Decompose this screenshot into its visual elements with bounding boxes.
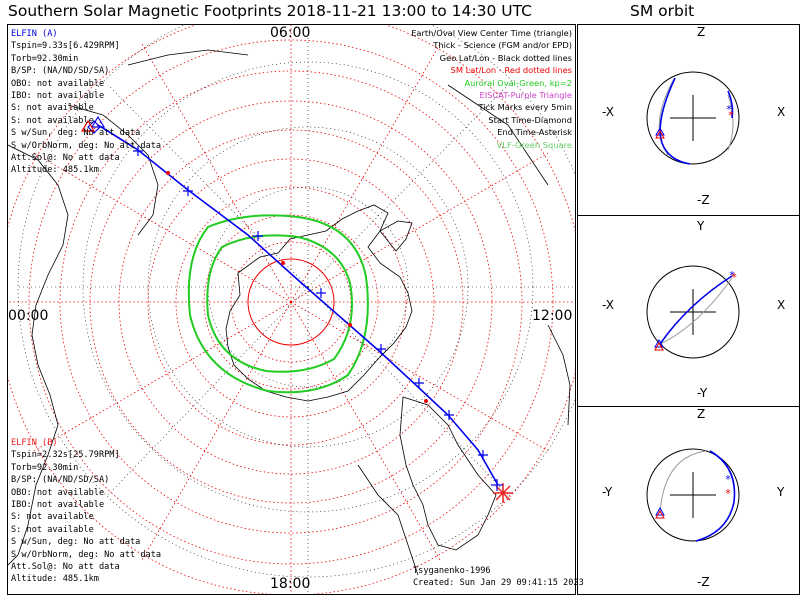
elfin-b-line: Altitude: 485.1km <box>11 574 99 585</box>
orbit-yz-bottom: -Z <box>697 575 710 589</box>
elfin-a-line: Torb=92.30min <box>11 53 79 64</box>
legend-item: SM Lat/Lon - Red dotted lines <box>450 65 572 76</box>
orbit-panel-yz: * * Z -Z -Y Y <box>577 406 800 595</box>
legend-item: VLF-Green Square <box>496 139 572 150</box>
elfin-a-line: S: not available <box>11 115 94 126</box>
elfin-a-line: Att.Sol@: No att data <box>11 153 120 164</box>
svg-text:*: * <box>731 271 737 284</box>
sm-grid-radials <box>8 25 575 594</box>
orbit-panel-xy: * * Y -Y -X X <box>577 215 800 407</box>
polar-map <box>8 25 575 594</box>
elfin-a-line: S w/OrbNorm, deg: No att data <box>11 140 162 151</box>
elfin-b-line: S: not available <box>11 524 94 535</box>
elfin-a-name: ELFIN (A) <box>11 29 58 39</box>
elfin-b-name: ELFIN (B) <box>11 438 58 448</box>
elfin-b-line: IBO: not available <box>11 500 105 511</box>
legend-item: Earth/Oval View Center Time (triangle) <box>411 28 572 38</box>
time-label-right: 12:00 <box>532 308 573 324</box>
polar-plot-frame: 06:00 00:00 12:00 18:00 ELFIN (A) Tspin=… <box>7 24 584 595</box>
elfin-a-track <box>97 124 499 486</box>
footer: Tsyganenko-1996 Created: Sun Jan 29 09:4… <box>413 565 584 590</box>
legend-item: Thick - Science (FGM and/or EPD) <box>433 40 572 51</box>
elfin-b-line: B/SP: (NA/ND/SD/SA) <box>11 475 110 486</box>
legend-item: Tick Marks every 5min <box>478 102 572 113</box>
orbit-yz-left: -Y <box>602 485 613 499</box>
orbit-title: SM orbit <box>630 2 695 20</box>
svg-text:*: * <box>729 269 735 282</box>
orbit-plot-xz: * * <box>646 71 740 165</box>
orbit-xz-bottom: -Z <box>697 193 710 207</box>
elfin-b-line: S w/Sun, deg: No att data <box>11 537 141 548</box>
end-asterisk-a <box>491 479 503 491</box>
orbit-xz-right: X <box>777 105 786 119</box>
auroral-ovals <box>187 214 369 394</box>
orbit-panel-xz: * * Z -Z -X X <box>577 24 800 216</box>
orbit-yz-top: Z <box>697 407 706 421</box>
elfin-b-line: Att.Sol@: No att data <box>11 562 120 573</box>
created-label: Created: Sun Jan 29 09:41:15 2023 <box>413 578 584 589</box>
legend: Earth/Oval View Center Time (triangle) T… <box>411 27 572 151</box>
svg-text:*: * <box>728 109 734 122</box>
elfin-b-info: ELFIN (B) Tspin=2.32s[25.79RPM] Torb=92.… <box>11 437 161 586</box>
elfin-a-line: Altitude: 485.1km <box>11 165 99 176</box>
elfin-b-line: Torb=92.30min <box>11 462 79 473</box>
orbit-xz-left: -X <box>602 105 614 119</box>
legend-item: Start Time-Diamond <box>488 114 572 125</box>
orbit-plot-xy: * * <box>646 265 740 359</box>
orbit-xy-right: X <box>777 298 786 312</box>
elfin-b-line: OBO: not available <box>11 487 105 498</box>
legend-item: EISCAT-Purple Triangle <box>479 90 572 101</box>
track-ticks <box>133 146 488 460</box>
orbit-xz-top: Z <box>697 25 706 39</box>
elfin-a-line: S w/Sun, deg: No att data <box>11 128 141 139</box>
sm-inner-circle <box>247 258 335 346</box>
legend-item: Auroral Oval-Green, kp=2 <box>464 77 572 88</box>
time-label-bottom: 18:00 <box>270 576 311 592</box>
elfin-b-line: Tspin=2.32s[25.79RPM] <box>11 450 120 461</box>
plot-title: Southern Solar Magnetic Footprints 2018-… <box>8 2 533 20</box>
end-asterisk <box>493 483 513 503</box>
legend-item: Geo Lat/Lon - Black dotted lines <box>439 52 572 63</box>
geo-grid <box>17 25 575 594</box>
elfin-a-line: OBO: not available <box>11 78 105 89</box>
center-triangle-a <box>90 115 106 128</box>
science-ticks <box>166 171 428 403</box>
time-label-top: 06:00 <box>270 25 311 41</box>
elfin-a-info: ELFIN (A) Tspin=9.33s[6.429RPM] Torb=92.… <box>11 28 161 177</box>
coastlines <box>8 49 571 576</box>
orbit-xy-left: -X <box>602 298 614 312</box>
center-triangle-b <box>80 119 96 132</box>
elfin-b-line: S: not available <box>11 512 94 523</box>
orbit-yz-right: Y <box>777 485 785 499</box>
elfin-a-line: IBO: not available <box>11 91 105 102</box>
elfin-a-line: S: not available <box>11 103 94 114</box>
orbit-plot-yz: * * <box>646 448 740 542</box>
time-label-left: 00:00 <box>8 308 49 324</box>
orbit-xy-top: Y <box>697 219 705 233</box>
elfin-a-line: Tspin=9.33s[6.429RPM] <box>11 41 120 52</box>
svg-text:*: * <box>725 487 731 500</box>
legend-item: End Time-Asterisk <box>497 127 572 138</box>
orbit-xy-bottom: -Y <box>697 386 708 400</box>
elfin-a-line: B/SP: (NA/ND/SD/SA) <box>11 66 110 77</box>
svg-text:*: * <box>726 103 732 116</box>
svg-text:*: * <box>725 473 731 486</box>
model-label: Tsyganenko-1996 <box>413 566 491 576</box>
elfin-b-line: S w/OrbNorm, deg: No att data <box>11 549 162 560</box>
